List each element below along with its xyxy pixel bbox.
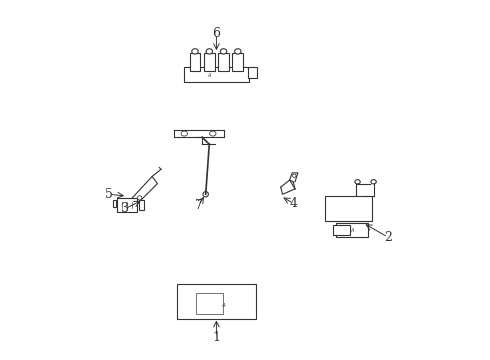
Ellipse shape <box>235 49 241 54</box>
Text: 2: 2 <box>384 231 392 244</box>
FancyBboxPatch shape <box>247 67 257 78</box>
FancyBboxPatch shape <box>232 53 243 71</box>
Text: 7: 7 <box>195 198 202 212</box>
FancyBboxPatch shape <box>333 225 350 235</box>
FancyBboxPatch shape <box>204 53 215 71</box>
Text: A: A <box>350 228 354 233</box>
Ellipse shape <box>371 180 376 184</box>
Text: 6: 6 <box>213 27 220 40</box>
Text: 1: 1 <box>213 331 220 344</box>
FancyBboxPatch shape <box>336 223 368 237</box>
Ellipse shape <box>192 49 198 54</box>
Ellipse shape <box>206 49 213 54</box>
Text: 4: 4 <box>289 197 297 210</box>
FancyBboxPatch shape <box>325 196 372 221</box>
Ellipse shape <box>138 196 142 200</box>
Ellipse shape <box>220 49 227 54</box>
FancyBboxPatch shape <box>177 284 256 319</box>
FancyBboxPatch shape <box>218 53 229 71</box>
Polygon shape <box>131 176 157 205</box>
FancyBboxPatch shape <box>184 67 248 82</box>
FancyBboxPatch shape <box>196 293 223 314</box>
FancyBboxPatch shape <box>190 53 200 71</box>
FancyBboxPatch shape <box>117 198 137 212</box>
FancyBboxPatch shape <box>139 200 144 210</box>
Text: 5: 5 <box>105 188 113 201</box>
Ellipse shape <box>210 131 216 136</box>
Text: A: A <box>221 302 225 307</box>
Ellipse shape <box>203 192 208 197</box>
Ellipse shape <box>181 131 188 136</box>
Text: A: A <box>208 73 211 78</box>
Ellipse shape <box>355 180 360 184</box>
Text: 3: 3 <box>122 202 129 215</box>
Ellipse shape <box>293 174 296 177</box>
FancyBboxPatch shape <box>113 200 117 207</box>
